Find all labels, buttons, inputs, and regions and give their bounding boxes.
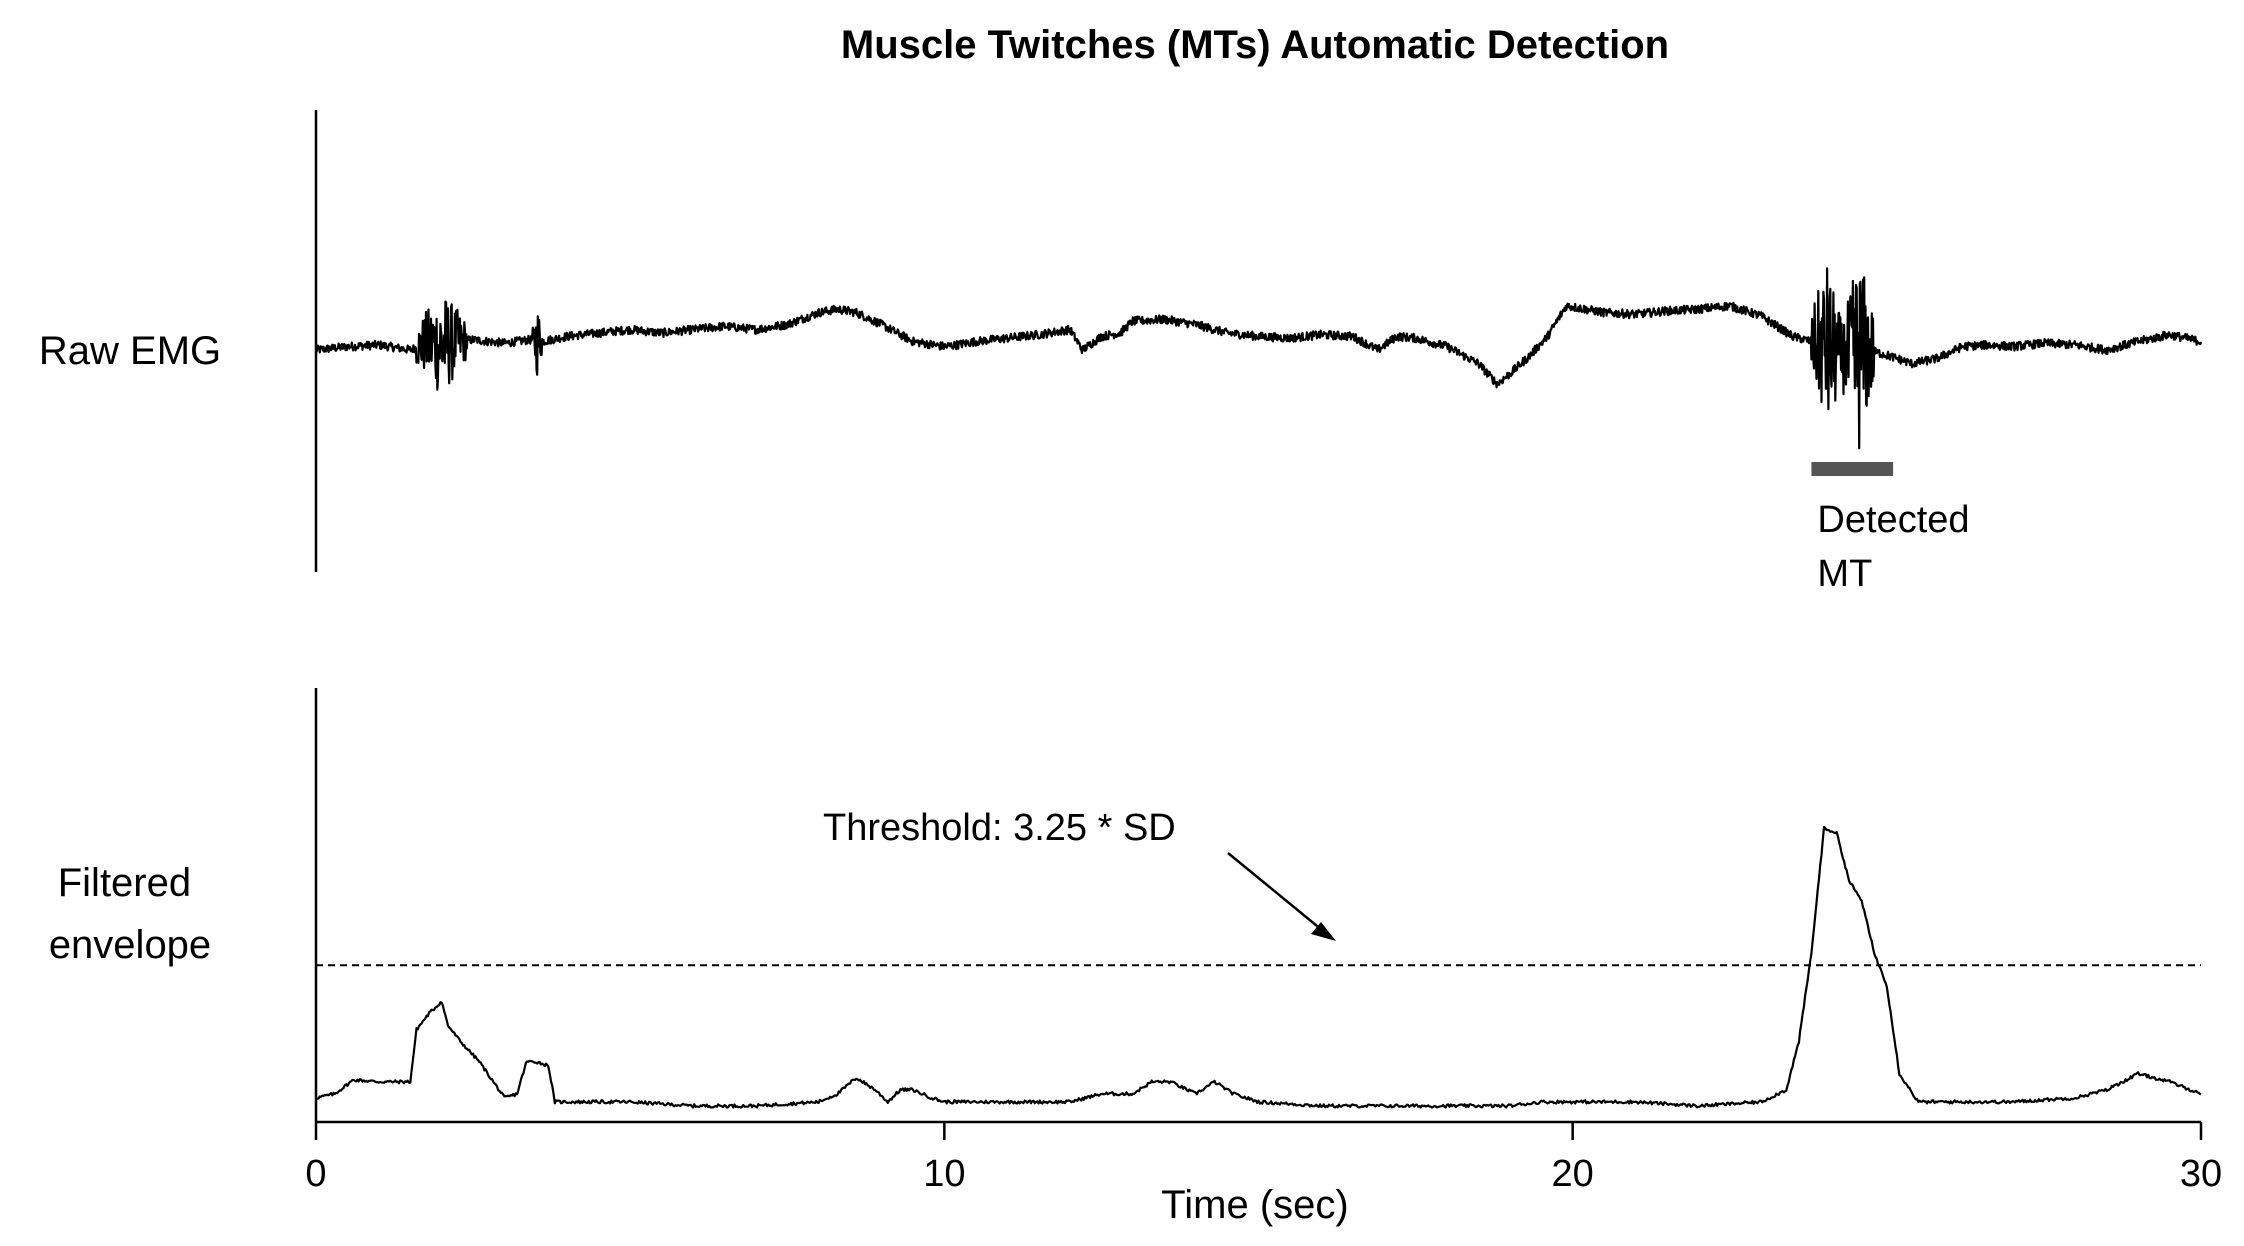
detected-mt-label: Detected MT bbox=[1817, 499, 1980, 595]
raw-emg-panel: Raw EMG Detected MT bbox=[39, 110, 2203, 595]
raw-emg-label: Raw EMG bbox=[39, 329, 221, 373]
x-tick-label: 0 bbox=[305, 1153, 326, 1195]
chart-title: Muscle Twitches (MTs) Automatic Detectio… bbox=[841, 23, 1669, 67]
filtered-envelope-panel: Filtered envelope Threshold: 3.25 * SD 0… bbox=[49, 688, 2222, 1195]
threshold-label: Threshold: 3.25 * SD bbox=[823, 807, 1176, 849]
detected-mt-label-line: Detected bbox=[1817, 499, 1969, 541]
x-tick-label: 30 bbox=[2180, 1153, 2222, 1195]
detected-mt-bar bbox=[1811, 462, 1894, 476]
threshold-arrowhead bbox=[1311, 922, 1336, 941]
x-tick-label: 10 bbox=[923, 1153, 965, 1195]
filtered-envelope-trace bbox=[315, 825, 2202, 1109]
raw-emg-trace bbox=[314, 267, 2203, 450]
x-axis-label: Time (sec) bbox=[1161, 1183, 1348, 1227]
threshold-arrow bbox=[1227, 852, 1329, 936]
envelope-label: Filtered envelope bbox=[49, 861, 211, 967]
x-tick-label: 20 bbox=[1552, 1153, 1594, 1195]
envelope-label-line: Filtered bbox=[58, 861, 191, 905]
detected-mt-label-line: MT bbox=[1817, 553, 1872, 595]
envelope-label-line: envelope bbox=[49, 923, 211, 967]
x-ticks: 0 10 20 30 bbox=[305, 1122, 2222, 1195]
raw-emg-label-line: Raw EMG bbox=[39, 329, 221, 373]
